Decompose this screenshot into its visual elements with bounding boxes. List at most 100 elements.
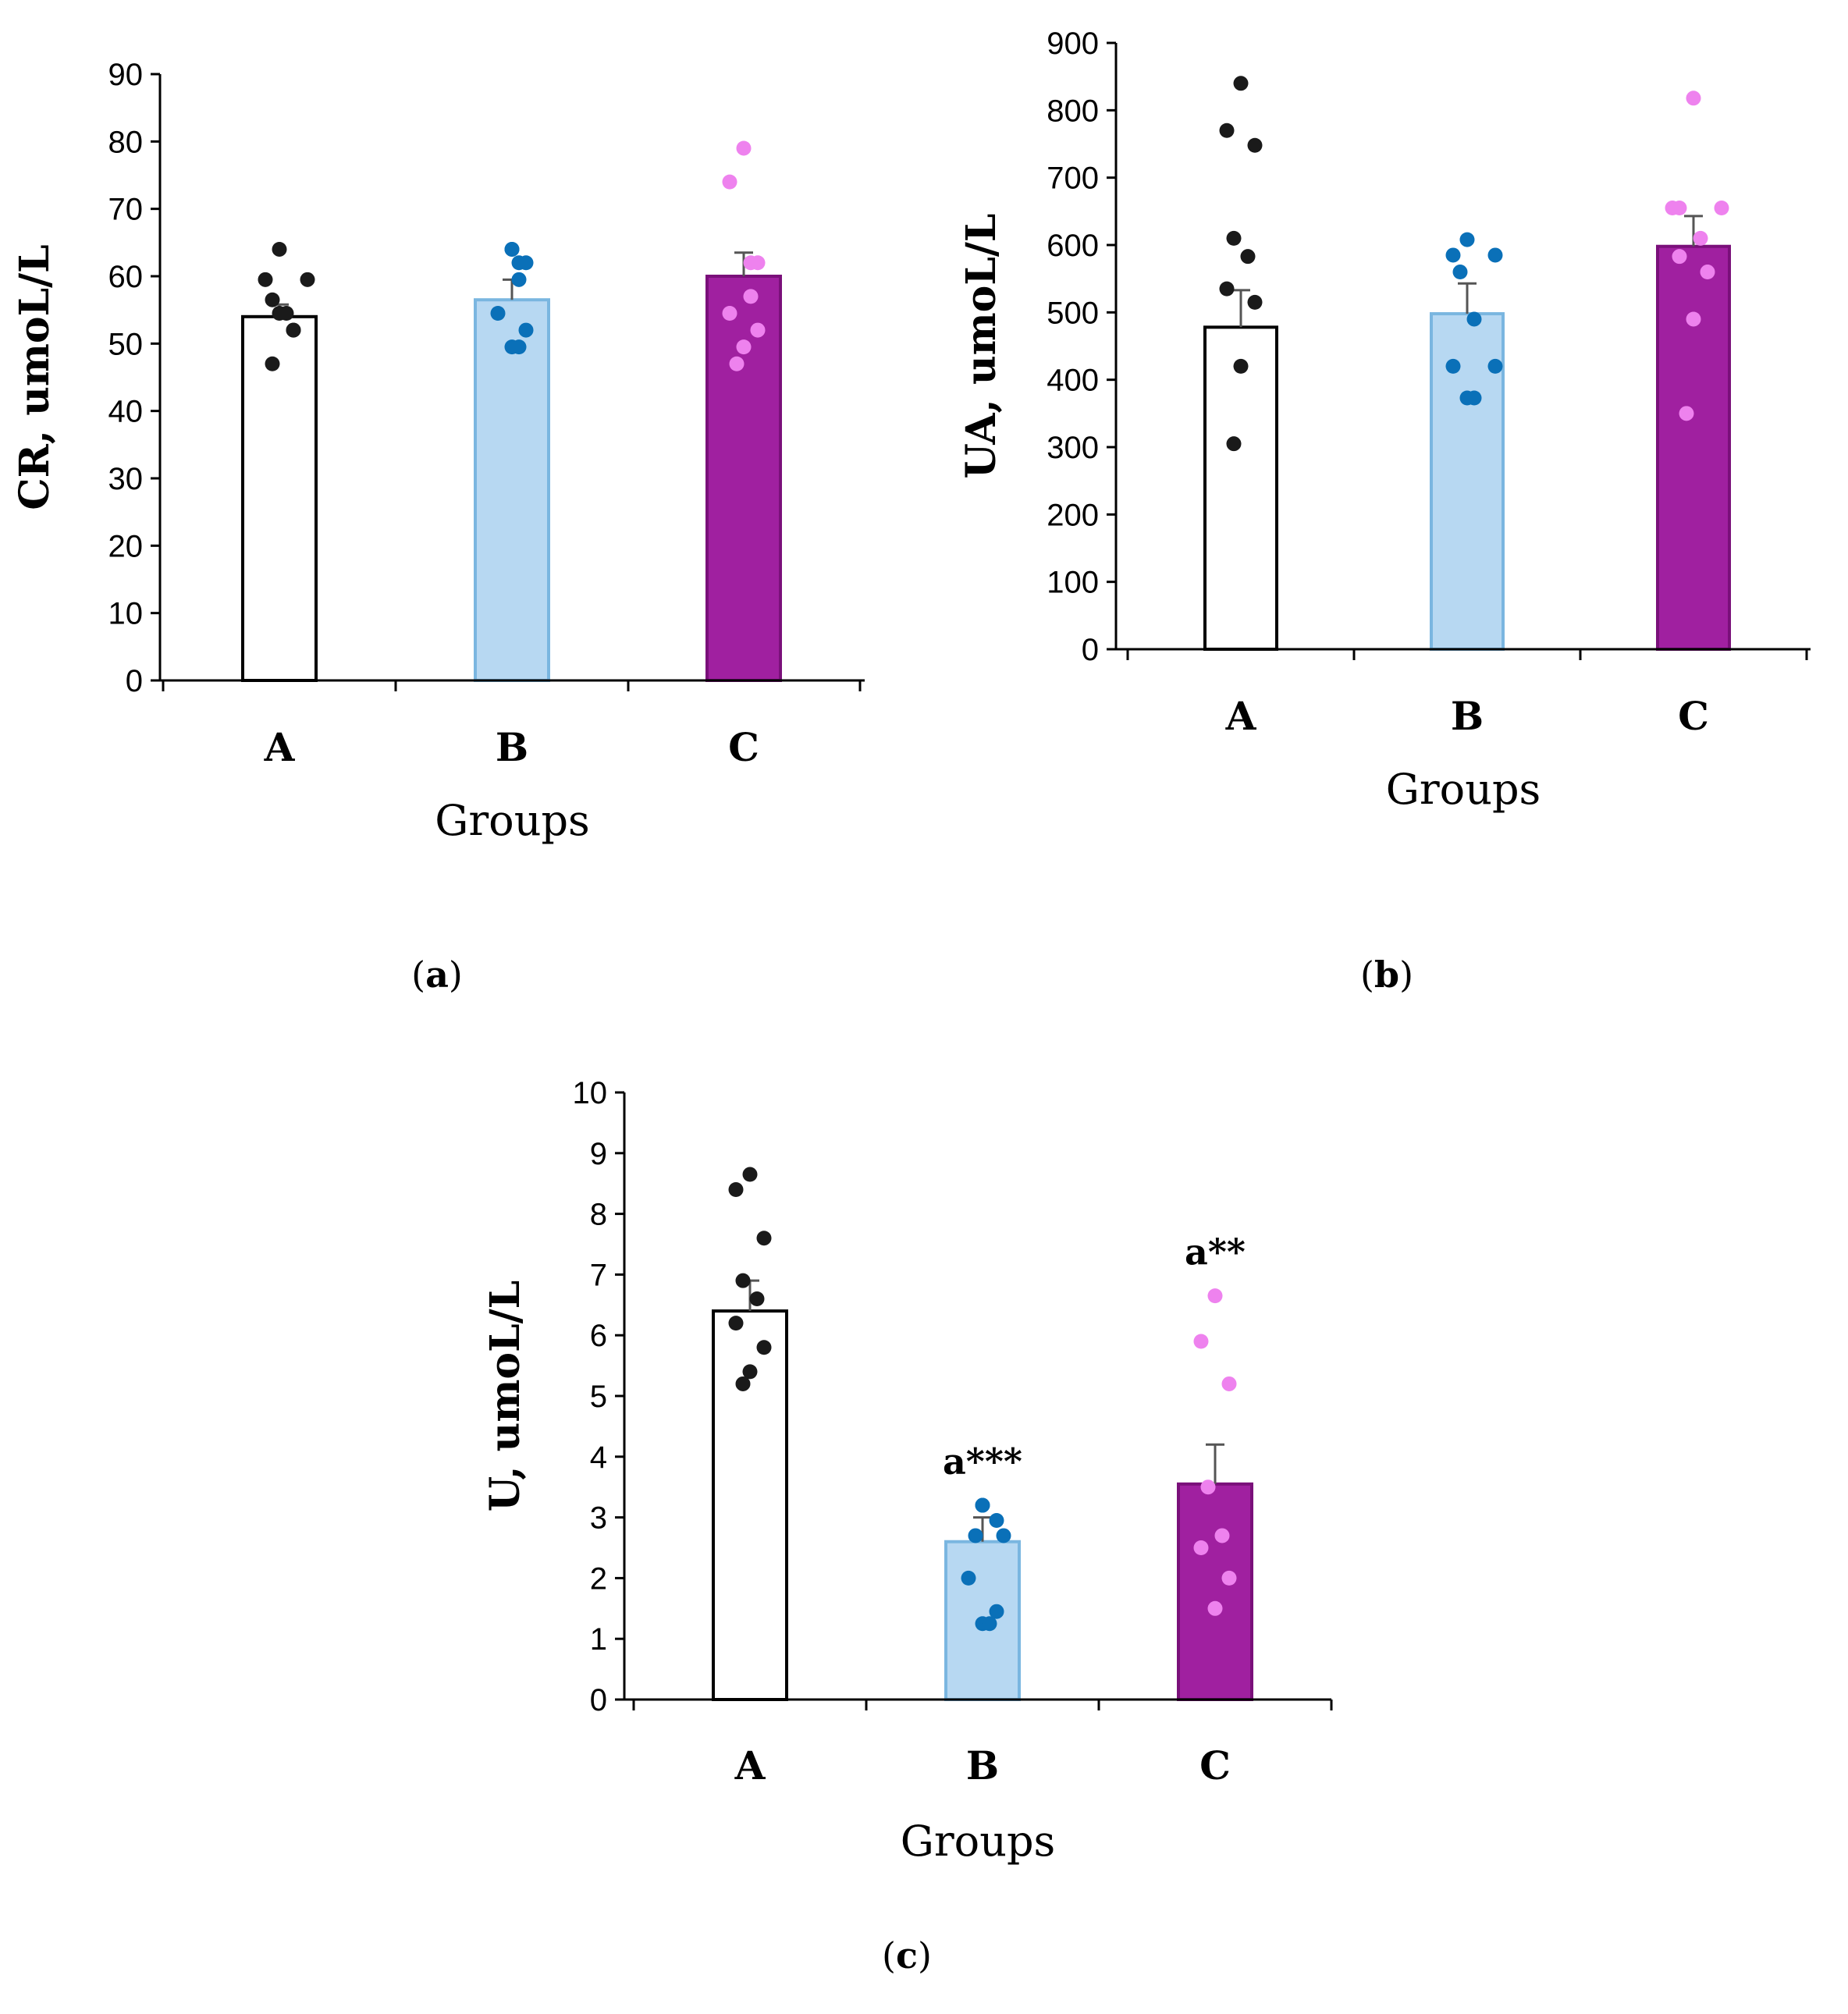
data-point-C (743, 289, 759, 304)
y-tick-label: 200 (1047, 498, 1099, 532)
data-point-C (1207, 1288, 1223, 1304)
x-tick-label: B (1451, 693, 1484, 739)
y-tick-label: 0 (590, 1683, 607, 1717)
x-axis-title: Groups (1386, 765, 1541, 814)
x-tick-label: C (1199, 1742, 1231, 1788)
data-point-B (518, 322, 534, 338)
x-axis-title: Groups (435, 796, 590, 845)
y-tick-label: 700 (1047, 162, 1099, 196)
data-point-A (300, 272, 315, 287)
data-point-C (750, 322, 766, 338)
data-point-A (1219, 123, 1235, 138)
data-point-A (756, 1231, 772, 1246)
data-point-A (272, 305, 287, 321)
data-point-C (1193, 1540, 1209, 1555)
y-tick-label: 1 (590, 1622, 607, 1657)
y-axis-title: CR, umoL/L (11, 244, 59, 510)
data-point-C (1200, 1479, 1216, 1495)
y-tick-label: 800 (1047, 94, 1099, 128)
y-tick-label: 600 (1047, 229, 1099, 263)
y-tick-label: 0 (1082, 633, 1099, 667)
data-point-C (1672, 249, 1687, 265)
data-point-A (1219, 281, 1235, 297)
data-point-C (1665, 201, 1680, 216)
x-tick-label: A (264, 724, 296, 770)
y-tick-label: 30 (108, 462, 144, 496)
data-point-C (722, 174, 737, 190)
chart-panel-a: 0 10 20 30 40 50 60 70 80 90 A B C Groups CR, umoL/L (a… (11, 58, 865, 996)
data-point-C (1686, 311, 1701, 327)
chart-panel-c: 0 1 2 3 4 5 6 7 8 9 10 A B Ca*** a** Groups U, umoL/L (c) (482, 1076, 1333, 1977)
data-point-B (1466, 311, 1482, 327)
panel-caption: (a) (411, 954, 463, 996)
data-point-C (1207, 1600, 1223, 1616)
data-point-A (742, 1167, 758, 1182)
data-point-A (272, 241, 287, 257)
y-tick-label: 7 (590, 1258, 607, 1292)
x-tick-label: C (1678, 693, 1709, 739)
data-point-B (511, 255, 527, 271)
y-tick-label: 20 (108, 529, 144, 563)
data-point-B (989, 1604, 1004, 1619)
x-tick-label: A (1225, 693, 1257, 739)
data-point-B (504, 241, 520, 257)
data-point-C (1714, 201, 1729, 216)
y-tick-label: 90 (108, 58, 144, 92)
data-point-B (996, 1528, 1011, 1543)
data-point-C (736, 140, 752, 156)
data-point-A (1233, 76, 1249, 91)
data-point-C (722, 305, 737, 321)
data-point-A (1247, 137, 1263, 153)
y-axis-title: UA, umoL/L (958, 214, 1005, 479)
data-point-A (1226, 230, 1242, 246)
bar-C (1177, 1482, 1253, 1702)
data-point-A (265, 356, 280, 371)
y-tick-label: 50 (108, 327, 144, 361)
data-point-B (1445, 247, 1461, 263)
y-tick-label: 500 (1047, 296, 1099, 330)
data-point-A (1226, 436, 1242, 452)
significance-label-B: a*** (943, 1440, 1022, 1483)
data-point-C (1214, 1528, 1230, 1543)
data-point-A (1233, 358, 1249, 374)
y-tick-label: 3 (590, 1501, 607, 1536)
data-point-C (1221, 1376, 1237, 1391)
data-point-C (1193, 1334, 1209, 1349)
data-point-A (1247, 294, 1263, 310)
y-tick-label: 9 (590, 1137, 607, 1171)
bar-A (241, 314, 318, 682)
data-point-B (490, 305, 506, 321)
y-tick-label: 2 (590, 1561, 607, 1596)
y-tick-label: 300 (1047, 431, 1099, 465)
bar-C (705, 275, 782, 682)
y-tick-label: 900 (1047, 27, 1099, 61)
data-point-A (756, 1340, 772, 1355)
data-point-A (286, 322, 301, 338)
significance-label-C: a** (1185, 1231, 1246, 1273)
data-point-C (1700, 265, 1715, 280)
chart-panel-b: 0 100 200 300 400 500 600 700 800 900 A B C Groups UA,… (958, 27, 1811, 996)
data-point-A (742, 1364, 758, 1380)
x-tick-label: A (734, 1742, 766, 1788)
data-point-B (989, 1512, 1004, 1528)
data-point-B (982, 1616, 997, 1632)
data-point-B (1452, 265, 1468, 280)
y-tick-label: 80 (108, 125, 144, 159)
y-tick-label: 70 (108, 193, 144, 227)
data-point-A (735, 1376, 751, 1391)
panel-caption: (c) (882, 1934, 932, 1977)
data-point-A (265, 292, 280, 307)
data-point-B (961, 1570, 976, 1586)
panel-caption-letter: a (425, 954, 449, 996)
data-point-C (1221, 1570, 1237, 1586)
y-tick-label: 400 (1047, 364, 1099, 398)
x-tick-label: C (728, 724, 759, 770)
bar-B (474, 298, 550, 682)
panel-caption-letter: b (1374, 954, 1399, 996)
y-tick-label: 4 (590, 1440, 607, 1475)
data-point-A (258, 272, 273, 287)
data-point-B (1445, 358, 1461, 374)
data-point-A (735, 1273, 751, 1288)
y-tick-label: 5 (590, 1380, 607, 1414)
